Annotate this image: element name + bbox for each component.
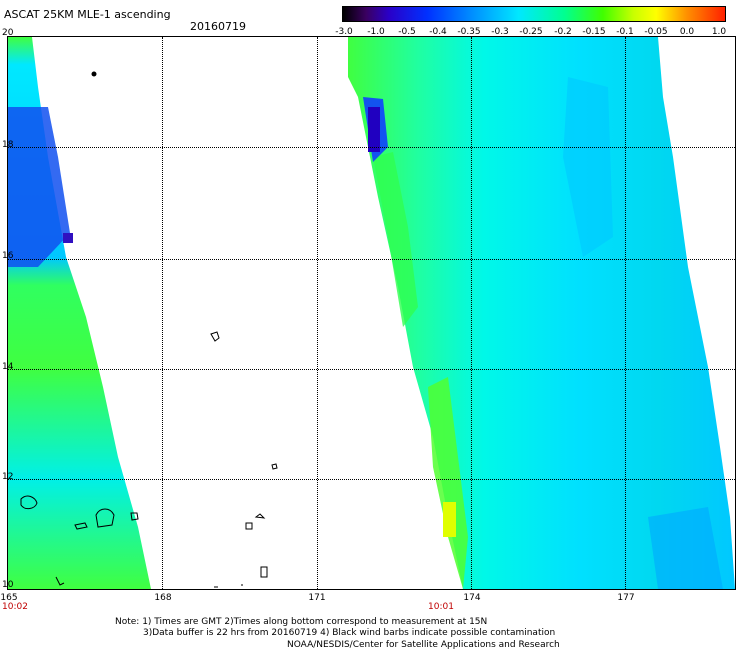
colorbar-tick-label: 0.0 bbox=[679, 27, 695, 37]
lon-label: 177 bbox=[617, 593, 635, 603]
lat-label: 18 bbox=[2, 140, 14, 150]
time-label-left: 10:02 bbox=[2, 602, 28, 612]
colorbar-tick-label: -0.3 bbox=[491, 27, 509, 37]
colorbar bbox=[342, 6, 726, 22]
lat-label: 12 bbox=[2, 472, 14, 482]
colorbar-tick-label: -1.0 bbox=[367, 27, 385, 37]
lat-label: 10 bbox=[2, 580, 14, 590]
lon-label: 171 bbox=[308, 593, 326, 603]
colorbar-tick-label: -0.25 bbox=[519, 27, 543, 37]
grid-line-lat bbox=[8, 259, 735, 260]
colorbar-tick-label: -0.35 bbox=[457, 27, 481, 37]
grid-line-lat bbox=[8, 479, 735, 480]
map-date: 20160719 bbox=[190, 20, 246, 33]
grid-line-lon bbox=[162, 37, 163, 589]
note-line-1: Note: 1) Times are GMT 2)Times along bot… bbox=[115, 617, 488, 627]
colorbar-tick-label: -0.05 bbox=[644, 27, 668, 37]
colorbar-tick-label: -0.5 bbox=[398, 27, 416, 37]
lon-label: 168 bbox=[154, 593, 172, 603]
credit-text: NOAA/NESDIS/Center for Satellite Applica… bbox=[287, 640, 560, 650]
grid-line-lon bbox=[625, 37, 626, 589]
colorbar-tick-label: 1.0 bbox=[711, 27, 727, 37]
grid-line-lon bbox=[471, 37, 472, 589]
colorbar-ticks: -3.0 -1.0 -0.5 -0.4 -0.35 -0.3 -0.25 -0.2 -0.15-… bbox=[335, 27, 727, 39]
lon-label: 174 bbox=[463, 593, 481, 603]
lat-label: 20 bbox=[2, 28, 14, 38]
lon-label: 165 bbox=[0, 593, 18, 603]
lat-label: 16 bbox=[2, 251, 14, 261]
left-swath bbox=[8, 37, 735, 589]
grid-line-lon bbox=[317, 37, 318, 589]
grid-line-lat bbox=[8, 369, 735, 370]
grid-line-lat bbox=[8, 147, 735, 148]
time-label-right: 10:01 bbox=[428, 602, 454, 612]
map-title: ASCAT 25KM MLE-1 ascending bbox=[4, 8, 171, 21]
colorbar-tick-label: -0.2 bbox=[554, 27, 572, 37]
note-line-2: 3)Data buffer is 22 hrs from 20160719 4)… bbox=[143, 628, 556, 638]
colorbar-tick-label: -0.4 bbox=[429, 27, 447, 37]
lat-label: 14 bbox=[2, 362, 14, 372]
colorbar-tick-label: -0.1 bbox=[616, 27, 634, 37]
map-plot bbox=[7, 36, 736, 590]
colorbar-tick-label: -0.15 bbox=[582, 27, 606, 37]
colorbar-tick-label: -3.0 bbox=[335, 27, 353, 37]
